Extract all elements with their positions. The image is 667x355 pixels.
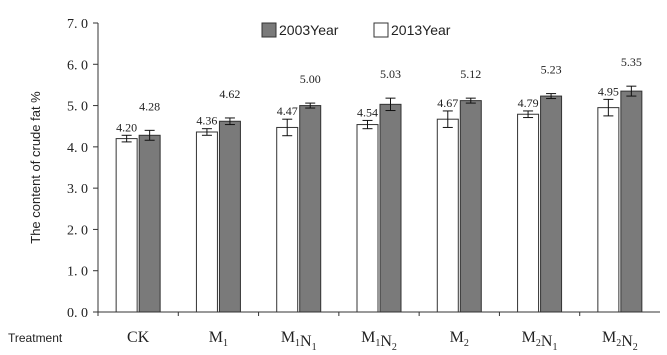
category-label: M2N1 [522, 329, 558, 350]
category-label: M2 [450, 329, 469, 349]
data-label: 4.36 [196, 114, 217, 128]
bar-2003Year [620, 90, 643, 313]
bar-2003Year [540, 95, 563, 313]
y-tick-label: 6. 0 [67, 58, 88, 73]
data-label: 5.03 [380, 67, 401, 81]
data-label: 4.95 [598, 84, 619, 98]
data-label: 5.00 [300, 72, 321, 86]
category-label: CK [127, 329, 150, 346]
y-axis-title: The content of crude fat % [28, 91, 43, 244]
bar-2013Year [597, 107, 620, 313]
y-tick-label: 3. 0 [67, 182, 88, 197]
bar-2003Year [379, 103, 402, 313]
bar-2013Year [195, 131, 218, 313]
data-label: 4.28 [139, 99, 160, 113]
bar-2013Year [436, 118, 459, 313]
bar-2003Year [459, 100, 482, 313]
data-label: 4.62 [219, 87, 240, 101]
y-tick-label: 0. 0 [67, 306, 88, 321]
data-label: 4.54 [357, 105, 378, 119]
category-label: M1N2 [361, 329, 397, 350]
bar-2003Year [138, 134, 161, 313]
legend-swatch-2003Year [261, 22, 277, 38]
bar-2003Year [299, 105, 322, 313]
y-tick-label: 7. 0 [67, 17, 88, 32]
legend-label: 2003Year [279, 22, 339, 38]
bar-2013Year [276, 126, 299, 313]
bar-2003Year [218, 120, 241, 313]
data-label: 5.12 [460, 67, 481, 81]
bar-2013Year [517, 113, 540, 313]
data-label: 5.35 [621, 55, 642, 69]
data-label: 4.47 [277, 104, 298, 118]
y-tick-label: 5. 0 [67, 100, 88, 115]
category-label: M1N1 [281, 329, 317, 350]
legend-label: 2013Year [391, 22, 451, 38]
legend-swatch-2013Year [373, 22, 389, 38]
data-label: 5.23 [541, 63, 562, 77]
category-label: M1 [209, 329, 228, 349]
category-label: M2N2 [602, 329, 638, 350]
bar-2013Year [115, 138, 138, 313]
data-label: 4.67 [437, 96, 458, 110]
data-label: 4.20 [116, 120, 137, 134]
y-tick-label: 1. 0 [67, 265, 88, 280]
x-row-label: Treatment [8, 331, 63, 345]
bar-2013Year [356, 124, 379, 313]
data-label: 4.79 [518, 96, 539, 110]
y-tick-label: 2. 0 [67, 223, 88, 238]
y-tick-label: 4. 0 [67, 141, 88, 156]
